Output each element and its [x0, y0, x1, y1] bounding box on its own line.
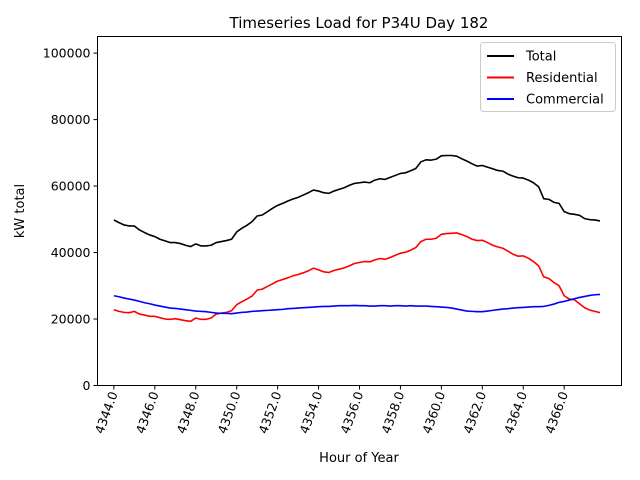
chart-title: Timeseries Load for P34U Day 182: [229, 14, 489, 32]
x-tick-label: 4360.0: [419, 389, 448, 435]
x-tick-label: 4364.0: [501, 389, 530, 435]
x-axis-label: Hour of Year: [319, 451, 399, 466]
series-line-commercial: [113, 293, 601, 315]
x-tick-label: 4346.0: [133, 389, 162, 435]
legend-label-residential: Residential: [526, 71, 598, 86]
x-tick-label: 4356.0: [337, 389, 366, 435]
y-axis: 0 20000 40000 60000 80000 100000: [43, 46, 98, 393]
x-tick-label: 4358.0: [378, 389, 407, 435]
series-line-total: [113, 154, 601, 248]
x-tick-label: 4348.0: [174, 389, 203, 435]
y-tick-label: 20000: [51, 312, 91, 327]
y-tick-label: 80000: [51, 112, 91, 127]
legend: Total Residential Commercial: [480, 42, 616, 112]
x-tick-label: 4354.0: [296, 389, 325, 435]
y-axis-label: kW total: [13, 184, 28, 238]
y-tick-label: 100000: [43, 46, 91, 61]
x-tick-label: 4350.0: [214, 389, 243, 435]
legend-label-commercial: Commercial: [526, 93, 604, 108]
plot-lines: [113, 154, 601, 323]
x-tick-label: 4352.0: [255, 389, 284, 435]
x-axis: 4344.0 4346.0 4348.0 4350.0 4352.0 4354.0 4356…: [92, 385, 571, 436]
x-tick-label: 4366.0: [542, 389, 571, 435]
legend-label-total: Total: [525, 50, 556, 65]
x-tick-label: 4344.0: [92, 389, 121, 435]
y-tick-label: 60000: [51, 179, 91, 194]
y-tick-label: 0: [83, 378, 91, 393]
y-tick-label: 40000: [51, 245, 91, 260]
legend-box: [480, 42, 616, 112]
series-line-residential: [113, 232, 601, 323]
x-tick-label: 4362.0: [460, 389, 489, 435]
